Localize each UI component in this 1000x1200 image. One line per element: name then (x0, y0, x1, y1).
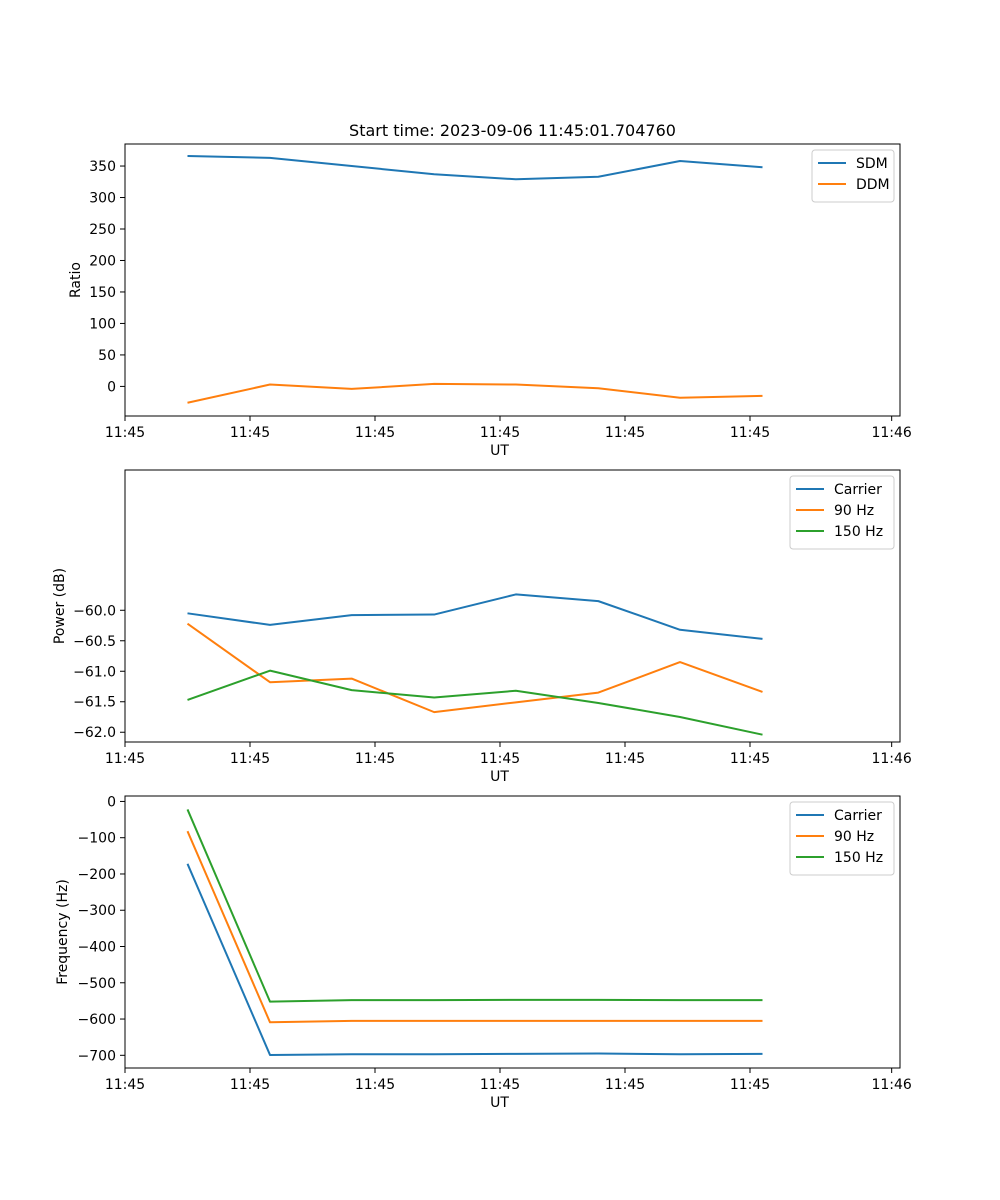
y-tick-label: −500 (78, 976, 116, 992)
y-axis-label: Power (dB) (52, 568, 68, 644)
y-tick-label: 300 (89, 191, 116, 207)
y-axis-label: Ratio (68, 262, 84, 298)
series-line-90-hz (186, 830, 763, 1024)
x-tick-label: 11:46 (871, 751, 911, 767)
charts-container: 11:45 11:45 11:45 11:45 11:45 11:45 11:46 0 50 10… (52, 143, 912, 1111)
y-tick-label: −600 (78, 1012, 116, 1028)
chart-1: 11:45 11:45 11:45 11:45 11:45 11:45 11:46 0 50 10… (68, 143, 912, 459)
series-line-carrier (186, 863, 763, 1056)
y-tick-label: 200 (89, 253, 116, 269)
axes-frame (124, 143, 901, 417)
x-tick-label: 11:45 (105, 1077, 145, 1093)
x-tick-label: 11:45 (480, 1077, 520, 1093)
y-tick-label: −60.5 (73, 634, 116, 650)
y-tick-label: 100 (89, 316, 116, 332)
legend-label: Carrier (834, 482, 882, 498)
legend-label: DDM (856, 177, 890, 193)
y-tick-label: −700 (78, 1048, 116, 1064)
y-tick-label: −60.0 (73, 603, 116, 619)
x-tick-label: 11:45 (605, 751, 645, 767)
x-tick-label: 11:45 (605, 1077, 645, 1093)
legend-label: 150 Hz (834, 524, 883, 540)
axes-frame (124, 795, 901, 1069)
legend-label: 90 Hz (834, 503, 874, 519)
series-line-150-hz (186, 809, 763, 1003)
y-axis-label: Frequency (Hz) (55, 879, 71, 985)
x-tick-label: 11:45 (355, 425, 395, 441)
y-tick-label: 0 (107, 379, 116, 395)
x-tick-label: 11:45 (730, 751, 770, 767)
y-tick-label: −400 (78, 940, 116, 956)
axes-frame (124, 469, 901, 743)
x-tick-label: 11:45 (480, 425, 520, 441)
legend-label: SDM (856, 156, 888, 172)
x-tick-label: 11:45 (355, 751, 395, 767)
x-axis-label: UT (490, 1095, 509, 1111)
series-line-150-hz (187, 669, 763, 736)
y-tick-label: −61.0 (73, 664, 116, 680)
y-tick-label: 350 (89, 159, 116, 175)
y-tick-label: −100 (78, 831, 116, 847)
chart-3: 11:45 11:45 11:45 11:45 11:45 11:45 11:46 −700 −… (55, 794, 912, 1111)
x-tick-label: 11:45 (605, 425, 645, 441)
figure-title: Start time: 2023-09-06 11:45:01.704760 (349, 121, 676, 140)
x-axis-label: UT (490, 443, 509, 459)
x-axis-label: UT (490, 769, 509, 785)
y-tick-label: −61.5 (73, 695, 116, 711)
x-tick-label: 11:46 (871, 1077, 911, 1093)
y-tick-label: 50 (98, 348, 116, 364)
x-tick-label: 11:45 (730, 1077, 770, 1093)
x-tick-label: 11:45 (230, 751, 270, 767)
y-tick-label: 0 (107, 794, 116, 810)
x-tick-label: 11:45 (730, 425, 770, 441)
x-tick-label: 11:45 (355, 1077, 395, 1093)
legend-label: 90 Hz (834, 829, 874, 845)
chart-2: 11:45 11:45 11:45 11:45 11:45 11:45 11:46 −62.0… (52, 469, 912, 785)
y-tick-label: −62.0 (73, 725, 116, 741)
series-line-90-hz (186, 622, 763, 714)
y-tick-label: 250 (89, 222, 116, 238)
x-tick-label: 11:45 (105, 751, 145, 767)
series-line-sdm (187, 154, 763, 181)
series-line-ddm (187, 382, 763, 404)
series-line-carrier (187, 593, 763, 640)
x-tick-label: 11:45 (230, 1077, 270, 1093)
y-tick-label: 150 (89, 285, 116, 301)
x-tick-label: 11:45 (105, 425, 145, 441)
x-tick-label: 11:46 (871, 425, 911, 441)
y-tick-label: −200 (78, 867, 116, 883)
legend-label: 150 Hz (834, 850, 883, 866)
legend-label: Carrier (834, 808, 882, 824)
y-tick-label: −300 (78, 903, 116, 919)
x-tick-label: 11:45 (230, 425, 270, 441)
x-tick-label: 11:45 (480, 751, 520, 767)
